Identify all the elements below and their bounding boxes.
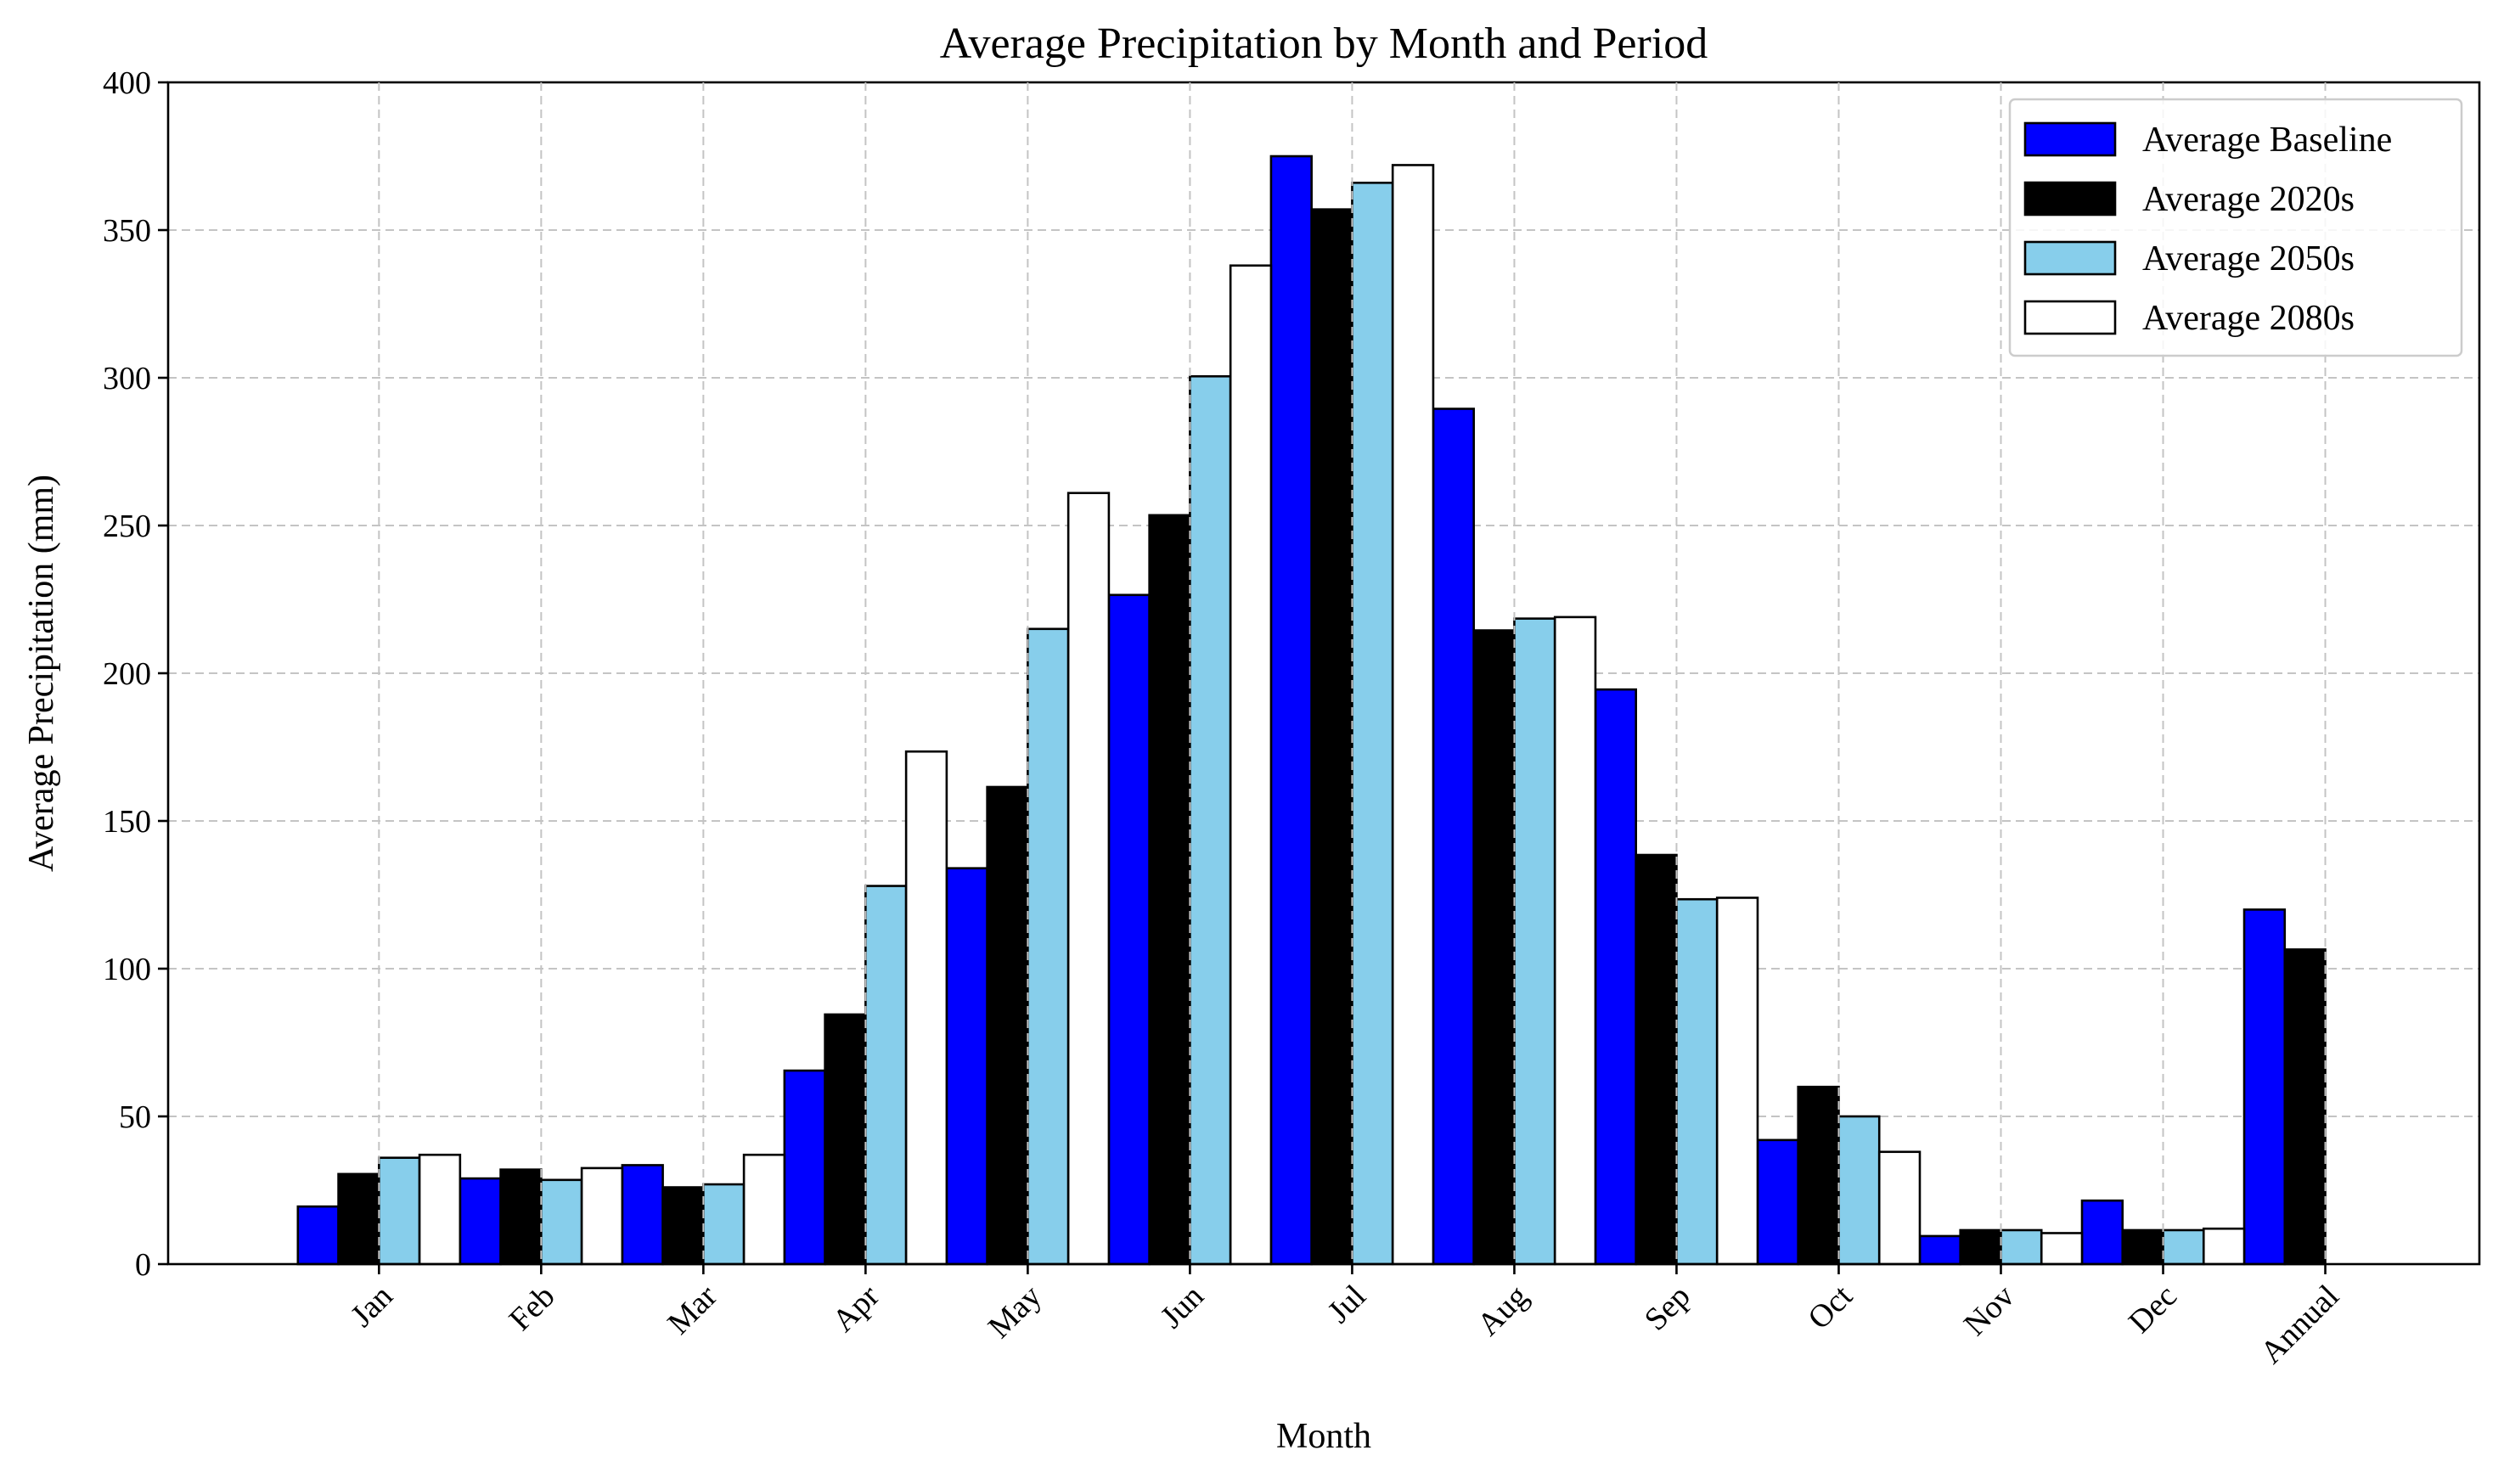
bar-average-baseline-mar — [621, 1164, 664, 1266]
bar-average-2080s-mar — [742, 1153, 786, 1266]
bar-average-2080s-oct — [1877, 1150, 1922, 1266]
bar-average-2020s-aug — [1472, 629, 1516, 1266]
bar-average-2050s-feb — [540, 1178, 583, 1266]
legend-swatch — [2023, 121, 2117, 157]
y-tick-label: 150 — [103, 804, 151, 840]
x-axis-label: Month — [1276, 1417, 1371, 1456]
bar-average-baseline-jan — [296, 1205, 340, 1266]
bar-average-baseline-aug — [1432, 408, 1475, 1266]
bar-average-2050s-aug — [1513, 617, 1556, 1266]
bar-average-baseline-dec — [2080, 1199, 2124, 1266]
bar-average-2080s-may — [1066, 492, 1111, 1266]
legend-label: Average 2050s — [2142, 239, 2355, 278]
bar-average-2020s-apr — [824, 1013, 867, 1266]
bar-average-2080s-jul — [1391, 164, 1435, 1266]
y-tick-label: 100 — [103, 952, 151, 987]
bar-average-baseline-feb — [459, 1177, 502, 1266]
bar-average-2050s-mar — [702, 1183, 746, 1266]
y-tick-label: 400 — [103, 65, 151, 101]
bar-average-2050s-may — [1027, 627, 1070, 1266]
bar-average-baseline-may — [945, 867, 988, 1266]
bar-average-2080s-jan — [418, 1153, 462, 1266]
y-tick-label: 0 — [135, 1247, 151, 1283]
y-tick-label: 200 — [103, 656, 151, 692]
bar-average-2020s-jun — [1148, 514, 1191, 1266]
bars — [296, 155, 2327, 1266]
bar-average-2020s-oct — [1797, 1085, 1840, 1266]
chart-title: Average Precipitation by Month and Perio… — [940, 20, 1708, 68]
bar-average-2080s-dec — [2202, 1227, 2246, 1266]
bar-average-2020s-sep — [1635, 853, 1678, 1266]
y-axis-label: Average Precipitation (mm) — [22, 475, 61, 872]
bar-average-2020s-jan — [337, 1172, 380, 1266]
legend-swatch — [2023, 240, 2117, 276]
bar-average-baseline-sep — [1594, 688, 1638, 1266]
bar-average-2080s-jun — [1229, 264, 1273, 1266]
y-tick-label: 50 — [119, 1099, 151, 1135]
y-tick-label: 350 — [103, 213, 151, 249]
bar-average-2050s-apr — [864, 885, 908, 1266]
bar-average-2080s-feb — [580, 1166, 624, 1266]
bar-average-2050s-jun — [1189, 374, 1232, 1266]
bar-average-baseline-annual — [2242, 908, 2287, 1266]
bar-average-2020s-dec — [2121, 1228, 2164, 1266]
bar-average-2080s-sep — [1715, 897, 1759, 1266]
bar-average-2020s-may — [986, 785, 1029, 1266]
bar-average-2080s-nov — [2040, 1232, 2084, 1266]
bar-average-2080s-apr — [904, 750, 948, 1266]
bar-average-2020s-mar — [661, 1186, 705, 1266]
legend-box — [2008, 98, 2463, 357]
bar-average-2050s-sep — [1675, 897, 1719, 1266]
bar-average-baseline-nov — [1918, 1234, 1962, 1266]
bar-average-2050s-oct — [1837, 1115, 1881, 1266]
y-tick-label: 300 — [103, 361, 151, 396]
bar-average-2050s-jan — [378, 1156, 421, 1266]
bar-average-baseline-oct — [1756, 1138, 1800, 1266]
legend-swatch — [2023, 181, 2117, 216]
y-tick-label: 250 — [103, 509, 151, 544]
legend: Average Baseline Average 2020s Average 205… — [2008, 98, 2463, 357]
bar-average-baseline-jul — [1269, 155, 1313, 1266]
legend-label: Average 2020s — [2142, 180, 2355, 219]
legend-swatch — [2023, 300, 2117, 335]
bar-average-baseline-apr — [783, 1069, 826, 1266]
bar-average-2020s-nov — [1959, 1228, 2002, 1266]
legend-label: Average Baseline — [2142, 121, 2392, 160]
bar-average-2080s-aug — [1553, 616, 1597, 1266]
bar-average-2050s-nov — [2000, 1228, 2043, 1266]
bar-average-2050s-dec — [2162, 1228, 2205, 1266]
bar-average-baseline-jun — [1107, 593, 1151, 1266]
legend-label: Average 2080s — [2142, 299, 2355, 338]
bar-average-2020s-jul — [1310, 208, 1353, 1266]
bar-average-2020s-annual — [2283, 948, 2327, 1266]
bar-average-2020s-feb — [499, 1168, 543, 1266]
bar-average-2050s-jul — [1351, 182, 1394, 1266]
